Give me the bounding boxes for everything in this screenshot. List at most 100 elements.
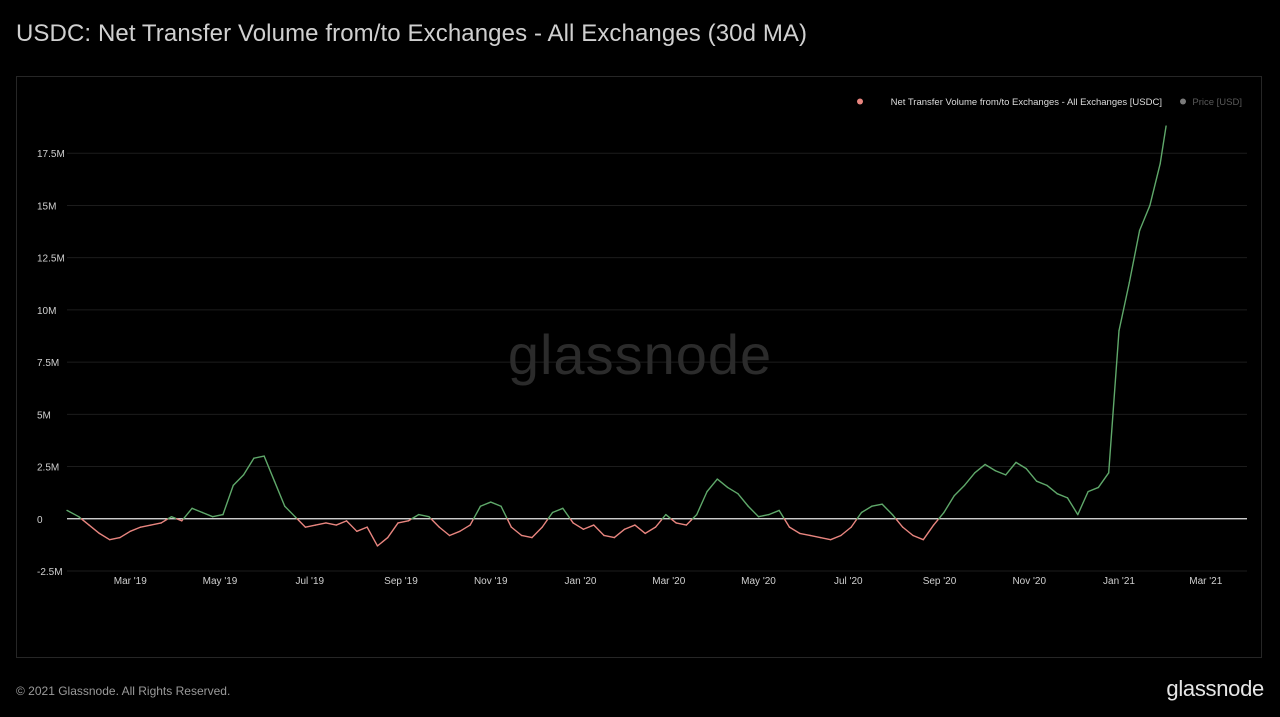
series-segment <box>661 513 667 520</box>
series-segment <box>569 518 574 524</box>
legend-series-label: Net Transfer Volume from/to Exchanges - … <box>891 97 1162 108</box>
series-segment <box>1149 162 1161 207</box>
series-segment <box>160 518 169 524</box>
legend-price-dot <box>1180 98 1186 105</box>
series-segment <box>88 524 101 535</box>
series-segment <box>840 526 852 537</box>
series-segment <box>953 484 966 497</box>
series-segment <box>603 534 616 539</box>
series-segment <box>98 532 111 541</box>
series-segment <box>1056 493 1069 499</box>
series-segment <box>191 507 204 514</box>
x-tick-label: Jul '19 <box>295 576 324 587</box>
series-segment <box>448 530 461 537</box>
series-segment <box>670 518 677 524</box>
y-tick-label: 12.5M <box>37 254 65 265</box>
series-segment <box>296 518 307 528</box>
series-segment <box>932 518 940 526</box>
series-segment <box>356 526 368 533</box>
y-axis-ticks: -2.5M 0 2.5M 5M 7.5M 10M 12.5M 15M 17.5M <box>37 149 65 578</box>
series-segment <box>506 518 513 528</box>
series-segment <box>417 513 430 518</box>
page-title: USDC: Net Transfer Volume from/to Exchan… <box>16 20 808 47</box>
series-segment <box>119 530 131 539</box>
y-tick-label: 5M <box>37 410 51 421</box>
series-segment <box>500 505 508 520</box>
y-tick-label: 15M <box>37 201 56 212</box>
series-segment <box>170 515 178 520</box>
series-segment <box>974 463 986 474</box>
x-tick-label: Jan '20 <box>565 576 597 587</box>
x-tick-label: Mar '19 <box>114 576 147 587</box>
y-tick-label: 10M <box>37 306 56 317</box>
series-segment <box>582 524 595 530</box>
series-segment <box>881 503 894 516</box>
series-segment <box>829 534 842 541</box>
series-segment <box>654 518 664 528</box>
series-segment <box>547 511 554 520</box>
series-segment <box>768 509 780 516</box>
series-segment <box>242 457 255 476</box>
series-segment <box>459 524 471 533</box>
series-segment <box>1107 330 1120 474</box>
series-segment <box>902 526 914 537</box>
series-segment <box>222 484 234 516</box>
series-segment <box>232 474 245 487</box>
series-segment <box>1138 204 1151 232</box>
series-segment <box>531 526 543 539</box>
y-tick-label: 0 <box>37 515 43 526</box>
series-segment <box>1046 484 1058 495</box>
series-segment <box>644 526 657 535</box>
x-tick-label: Jan '21 <box>1103 576 1135 587</box>
series-segment <box>634 524 646 535</box>
y-tick-label: 2.5M <box>37 463 59 474</box>
x-tick-label: May '20 <box>741 576 776 587</box>
series-segment <box>572 522 585 530</box>
series-segment <box>108 536 121 541</box>
series-segment <box>430 518 440 528</box>
series-segment <box>675 522 688 526</box>
x-tick-label: Mar '21 <box>1189 576 1222 587</box>
y-tick-label: 7.5M <box>37 358 59 369</box>
x-tick-label: Mar '20 <box>652 576 685 587</box>
series-segment <box>472 505 482 520</box>
chart-watermark: glassnode <box>508 323 772 386</box>
series-segment <box>593 524 605 537</box>
series-segment <box>551 507 564 514</box>
series-segment <box>994 470 1007 476</box>
legend-price-label: Price [USD] <box>1192 97 1242 108</box>
x-tick-label: Nov '19 <box>474 576 508 587</box>
series-segment <box>860 505 873 514</box>
copyright-text: © 2021 Glassnode. All Rights Reserved. <box>16 684 231 698</box>
chart-panel: glassnode -2.5M 0 2.5M 5M 7.5M 10M 12.5M 15M 17.… <box>16 76 1262 658</box>
series-segment <box>747 505 760 518</box>
series-segment <box>335 520 348 526</box>
y-tick-label: -2.5M <box>37 567 63 578</box>
series-segment <box>201 511 214 518</box>
series-segment <box>211 513 224 518</box>
series-segment <box>850 518 858 528</box>
y-tick-label: 17.5M <box>37 149 65 160</box>
series-segment <box>1015 461 1028 470</box>
brand-logo[interactable]: glassnode <box>1166 676 1264 701</box>
series-segment <box>66 509 80 518</box>
series-segment <box>541 518 549 528</box>
series-segment <box>757 513 770 518</box>
x-tick-label: Jul '20 <box>834 576 863 587</box>
series-segment <box>175 518 183 522</box>
series-segment <box>150 522 162 526</box>
series-segment <box>469 518 475 526</box>
series-segment <box>706 478 719 493</box>
series-segment <box>1066 497 1079 516</box>
series-segment <box>613 528 626 539</box>
series-segment <box>1159 125 1167 165</box>
series-segment <box>1005 461 1017 476</box>
series-segment <box>665 513 672 520</box>
series-segment <box>325 522 337 526</box>
series-segment <box>778 509 785 520</box>
series-segment <box>891 513 897 520</box>
series-segment <box>895 518 904 528</box>
grid-lines <box>67 152 1247 572</box>
series-segment <box>520 534 533 539</box>
series-segment <box>345 520 358 533</box>
